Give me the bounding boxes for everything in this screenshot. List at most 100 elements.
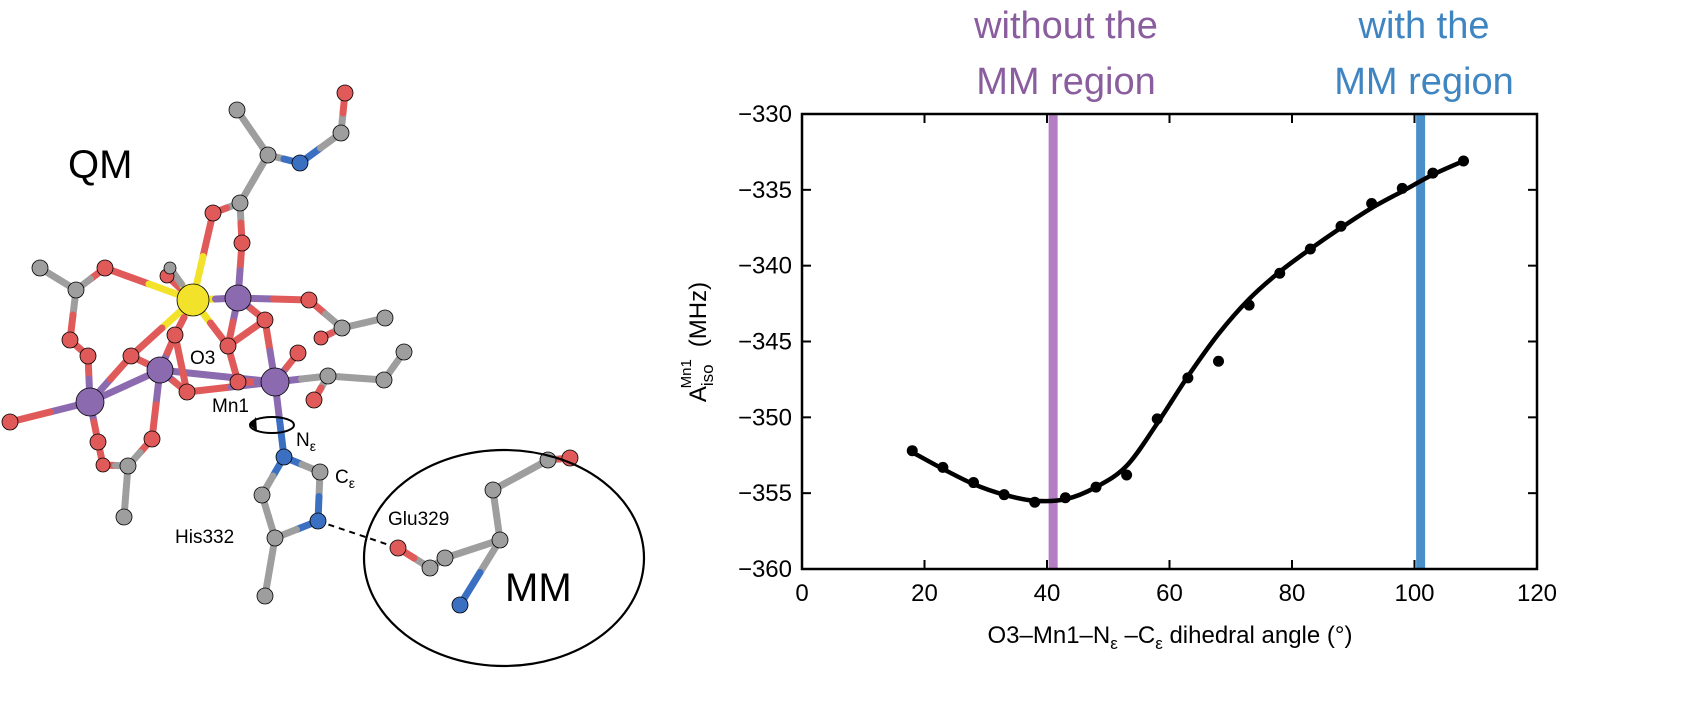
- atom-oxygen: [89, 433, 107, 451]
- atom-nitrogen: [275, 448, 293, 466]
- atom-calcium: [176, 283, 210, 317]
- fit-curve: [911, 158, 1465, 504]
- x-tick-label: 100: [1394, 580, 1434, 607]
- atom-oxygen: [289, 344, 307, 362]
- atom-carbon: [31, 259, 49, 277]
- x-tick-label: 0: [795, 580, 808, 607]
- atom-carbon: [256, 587, 274, 605]
- data-point: [1366, 197, 1378, 209]
- atom-oxygen: [233, 234, 251, 252]
- atom-carbon: [115, 508, 133, 526]
- atom-oxygen: [313, 330, 329, 346]
- atom-carbon: [333, 319, 351, 337]
- atom-oxygen: [95, 457, 111, 473]
- y-tick-labels: −330 −335 −340 −345 −350 −355 −360: [738, 101, 792, 583]
- data-point: [1304, 243, 1316, 255]
- x-tick-label: 40: [1034, 580, 1061, 607]
- atom-oxygen: [122, 347, 140, 365]
- data-point: [1029, 496, 1041, 508]
- x-tick-label: 20: [911, 580, 938, 607]
- annotation-with-mm-line2: MM region: [1334, 61, 1514, 103]
- atom-oxygen: [305, 391, 323, 409]
- atom-carbon: [228, 101, 246, 119]
- atom-carbon: [231, 194, 249, 212]
- atom-label-c-epsilon: Cε: [335, 467, 355, 491]
- data-point: [968, 477, 979, 489]
- data-point: [1274, 267, 1286, 279]
- x-tick-labels: 0 20 40 60 80 100 120: [795, 580, 1557, 607]
- x-tick-label: 60: [1156, 580, 1183, 607]
- atom-oxygen: [204, 204, 222, 222]
- atom-oxygen: [1, 413, 19, 431]
- atom-nitrogen: [291, 154, 309, 172]
- atom-oxygen: [166, 326, 184, 344]
- atom-oxygen: [61, 331, 79, 349]
- atom-carbon: [421, 559, 439, 577]
- data-point: [937, 461, 949, 473]
- annotation-with-mm-line1: with the: [1358, 5, 1490, 47]
- atom-oxygen: [229, 373, 247, 391]
- atom-label-his332: His332: [175, 527, 234, 548]
- atom-oxygen: [336, 84, 354, 102]
- data-point: [998, 489, 1010, 501]
- atom-carbon: [259, 146, 277, 164]
- plot-frame: [800, 112, 1539, 571]
- atom-label-mn1: Mn1: [212, 396, 249, 417]
- rotation-arrow-icon: [249, 416, 295, 434]
- atom-carbon: [253, 486, 271, 504]
- atom-manganese: [75, 387, 105, 417]
- atom-carbon: [395, 343, 413, 361]
- data-point: [1182, 372, 1194, 384]
- atom-carbon: [376, 309, 394, 327]
- y-tick-label: −350: [738, 404, 792, 431]
- data-point: [1243, 299, 1255, 311]
- x-tick-label: 120: [1517, 580, 1557, 607]
- atom-label-o3: O3: [190, 348, 215, 369]
- reference-lines: [1048, 114, 1426, 569]
- qm-label: QM: [68, 143, 132, 187]
- atom-carbon: [484, 481, 502, 499]
- x-axis-label: O3–Mn1–Nε –Cε dihedral angle (°): [988, 622, 1353, 653]
- molecular-structure: [1, 84, 579, 614]
- annotation-without-mm-line1: without the: [973, 5, 1158, 47]
- atom-oxygen: [178, 383, 196, 401]
- y-tick-label: −360: [738, 556, 792, 583]
- data-point: [1458, 155, 1469, 167]
- atom-oxygen: [389, 539, 407, 557]
- mm-region-ellipse: [362, 448, 646, 668]
- axis-ticks: [801, 113, 1538, 570]
- atom-oxygen: [96, 259, 114, 277]
- atom-oxygen: [143, 430, 161, 448]
- x-tick-label: 80: [1279, 580, 1306, 607]
- data-point: [1396, 182, 1408, 194]
- atom-manganese: [146, 356, 174, 384]
- atom-carbon: [266, 529, 284, 547]
- y-tick-label: −330: [738, 101, 792, 128]
- data-point: [1427, 167, 1439, 179]
- atom-label-n-epsilon: Nε: [296, 430, 316, 454]
- atom-carbon: [491, 531, 509, 549]
- atom-nitrogen: [451, 596, 469, 614]
- atom-carbon: [436, 549, 454, 567]
- fit-line: [911, 158, 1465, 504]
- data-point: [1121, 469, 1133, 481]
- data-point: [1335, 220, 1347, 232]
- atom-manganese: [260, 367, 290, 397]
- atom-oxygen: [219, 337, 237, 355]
- y-tick-label: −340: [738, 253, 792, 280]
- y-axis-label: AisoMn1(MHz): [678, 282, 717, 402]
- y-tick-label: −355: [738, 480, 792, 507]
- atom-oxygen: [79, 347, 97, 365]
- atom-carbon: [332, 124, 350, 142]
- atom-carbon: [311, 463, 329, 481]
- data-point: [1151, 413, 1163, 425]
- atom-oxygen: [300, 291, 318, 309]
- mm-label: MM: [505, 566, 572, 610]
- annotation-without-mm-line2: MM region: [976, 61, 1156, 103]
- atom-carbon: [67, 281, 85, 299]
- atom-carbon: [375, 371, 393, 389]
- atom-carbon: [163, 261, 177, 275]
- y-tick-label: −335: [738, 177, 792, 204]
- data-point: [906, 445, 918, 457]
